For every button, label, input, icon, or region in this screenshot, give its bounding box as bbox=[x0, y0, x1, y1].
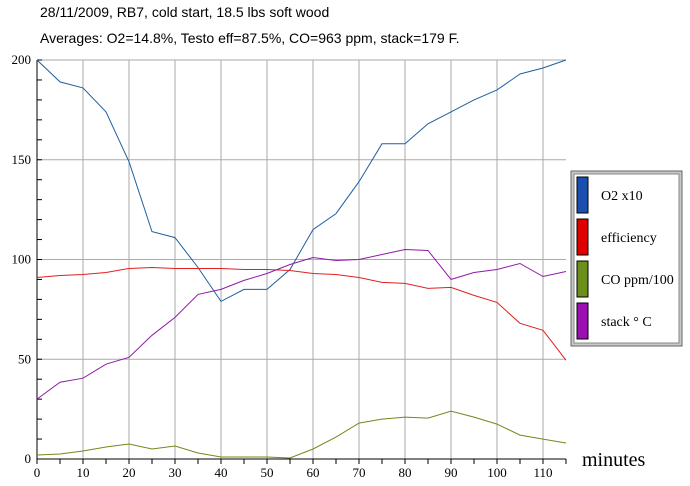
x-tick-label: 50 bbox=[261, 465, 274, 480]
series-lines bbox=[36, 59, 567, 459]
chart-subtitle: Averages: O2=14.8%, Testo eff=87.5%, CO=… bbox=[40, 30, 460, 46]
legend-swatch bbox=[576, 260, 589, 298]
legend-label: CO ppm/100 bbox=[601, 273, 674, 288]
legend-label: stack ° C bbox=[601, 315, 652, 330]
x-axis-label: minutes bbox=[582, 449, 646, 471]
series-line-3 bbox=[36, 248, 567, 400]
x-tick-label: 10 bbox=[77, 465, 90, 480]
series-line-1 bbox=[36, 266, 567, 361]
legend-inner bbox=[573, 173, 680, 344]
series-line-0 bbox=[36, 59, 567, 303]
x-tick-label: 100 bbox=[487, 465, 507, 480]
series-line-2 bbox=[36, 410, 567, 459]
x-tick-label: 110 bbox=[533, 465, 552, 480]
x-tick-label: 30 bbox=[169, 465, 182, 480]
y-tick-label: 100 bbox=[12, 252, 32, 267]
legend-swatch bbox=[576, 176, 589, 214]
legend-swatch bbox=[576, 302, 589, 340]
legend-swatch bbox=[576, 218, 589, 256]
axes bbox=[36, 59, 567, 464]
y-tick-label: 150 bbox=[12, 152, 32, 167]
chart-title: 28/11/2009, RB7, cold start, 18.5 lbs so… bbox=[40, 4, 330, 20]
y-tick-label: 0 bbox=[25, 451, 32, 466]
y-tick-label: 50 bbox=[18, 351, 31, 366]
legend-label: O2 x10 bbox=[601, 189, 643, 204]
legend-label: efficiency bbox=[601, 231, 657, 246]
x-tick-label: 60 bbox=[307, 465, 320, 480]
legend: O2 x10 efficiency CO ppm/100 stack ° C bbox=[570, 170, 683, 347]
x-tick-label: 90 bbox=[445, 465, 458, 480]
grid bbox=[37, 59, 566, 459]
x-tick-label: 80 bbox=[399, 465, 412, 480]
y-tick-label: 200 bbox=[12, 52, 32, 67]
x-tick-label: 70 bbox=[353, 465, 366, 480]
x-tick-label: 40 bbox=[215, 465, 228, 480]
x-tick-label: 0 bbox=[34, 465, 41, 480]
tick-labels: 0 50 100 150 200 0 10 20 30 40 50 60 70 80 90 100 110 bbox=[12, 52, 553, 480]
x-tick-label: 20 bbox=[123, 465, 136, 480]
